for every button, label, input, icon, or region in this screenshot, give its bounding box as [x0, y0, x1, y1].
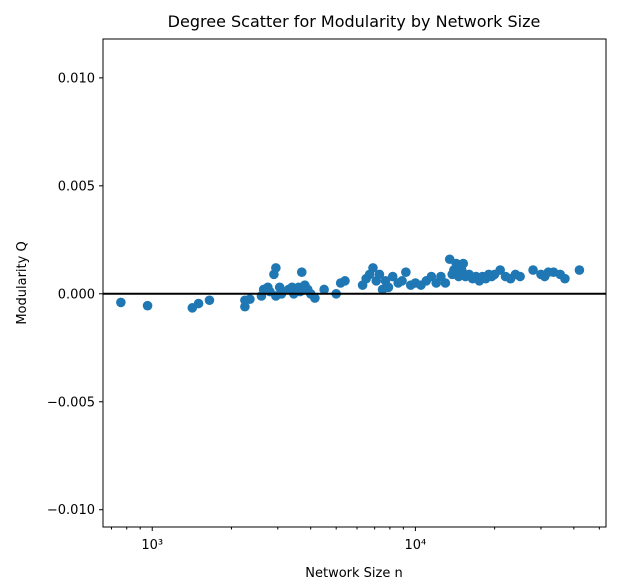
data-point: [401, 267, 411, 278]
data-point: [451, 258, 462, 269]
data-point: [387, 271, 398, 282]
x-tick-label: 10³: [141, 538, 163, 553]
data-point: [440, 278, 451, 288]
data-point: [340, 276, 350, 286]
plot-frame: [102, 38, 607, 528]
data-point: [271, 263, 281, 273]
y-tick-label: −0.010: [47, 503, 95, 518]
data-point: [374, 269, 385, 280]
plot-area: [103, 254, 606, 313]
data-point: [142, 300, 153, 311]
y-tick-label: 0.000: [58, 287, 95, 302]
x-axis-ticks: 10³ 10⁴: [110, 527, 600, 553]
y-tick-label: 0.005: [58, 179, 95, 194]
data-point: [397, 276, 407, 286]
y-axis-ticks: 0.010 0.005 0.000 −0.005 −0.010: [47, 71, 103, 518]
y-axis-label: Modularity Q: [15, 241, 30, 324]
data-point: [383, 282, 394, 293]
y-tick-label: 0.010: [58, 71, 95, 86]
data-point: [528, 265, 538, 275]
chart-title: Degree Scatter for Modularity by Network…: [168, 12, 541, 31]
data-point: [495, 265, 505, 275]
x-axis-label: Network Size n: [305, 566, 402, 581]
data-point: [319, 284, 329, 295]
data-point: [245, 294, 255, 304]
data-point: [458, 258, 469, 269]
data-point: [574, 265, 585, 275]
data-point: [193, 298, 204, 309]
x-tick-label: 10⁴: [405, 538, 427, 553]
data-point: [310, 293, 320, 303]
data-point: [296, 267, 307, 278]
data-point: [204, 295, 215, 306]
data-point: [368, 263, 378, 273]
data-point: [515, 271, 525, 282]
y-tick-label: −0.005: [47, 395, 95, 410]
data-point: [116, 297, 126, 308]
data-point: [560, 273, 570, 284]
